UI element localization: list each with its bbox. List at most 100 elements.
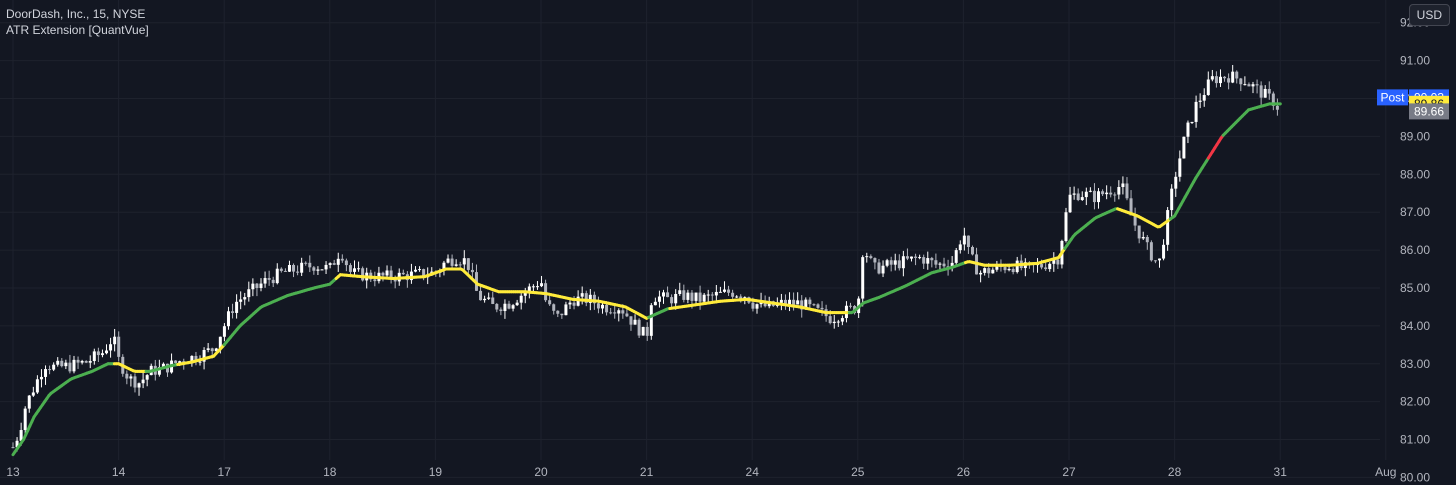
x-tick-label: 26 [957,465,971,479]
grid [0,0,1387,478]
candle-body [60,360,64,367]
candle-body [926,258,930,264]
candle-body [1247,84,1251,87]
x-tick-label: 13 [6,465,20,479]
candle-body [1076,193,1080,200]
candle-body [653,301,657,306]
candle-body [292,265,296,272]
candle-body [572,302,576,306]
currency-button[interactable]: USD [1408,4,1450,26]
candle-body [109,344,113,351]
candle-body [210,348,214,352]
candle-body [348,265,352,272]
candle-body [601,304,605,309]
indicator-title[interactable]: ATR Extension [QuantVue] [6,23,149,37]
candle-body [828,316,832,324]
candle-body [613,312,617,314]
candle-body [1015,260,1019,273]
y-tick-label: 83.00 [1400,357,1430,371]
candle-body [1007,268,1011,271]
candle-body [800,300,804,310]
candle-body [19,430,23,441]
candle-body [117,336,121,357]
candle-body [1271,93,1275,106]
x-tick-label: 18 [323,465,337,479]
candle-body [706,294,710,296]
candle-body [1137,225,1141,239]
candle-body [584,293,588,303]
candle-body [560,313,564,316]
candle-body [820,307,824,310]
candle-body [1105,192,1109,195]
post-tag-label: Post [1380,90,1405,104]
candle-body [727,289,731,293]
candle-body [682,290,686,300]
candle-body [214,348,218,352]
candle-body [1080,197,1084,200]
candle-body [141,379,145,384]
candle-body [641,326,645,336]
candle-body [954,250,958,263]
candle-body [568,302,572,305]
x-tick-label: Aug [1375,465,1396,479]
candle-body [446,258,450,263]
candle-body [129,376,133,379]
candle-body [324,264,328,270]
symbol-title[interactable]: DoorDash, Inc., 15, NYSE [6,7,146,21]
candle-body [1133,215,1137,226]
candle-body [637,319,641,336]
candle-body [235,301,239,313]
candle-body [922,257,926,264]
atr-extension-line [11,102,1282,457]
y-tick-label: 80.00 [1400,470,1430,484]
candle-body [702,294,706,302]
candle-body [548,300,552,305]
candle-body [739,296,743,299]
candle-body [633,319,637,325]
time-axis[interactable]: 13 14 17 18 19 20 21 24 25 26 27 28 31 Aug [6,465,1396,479]
candle-body [1275,105,1279,110]
candle-body [995,265,999,270]
candle-body [556,310,560,314]
candle-body [1084,191,1088,198]
candle-body [507,303,511,309]
candle-body [942,263,946,267]
candle-body [905,256,909,259]
candle-body [300,262,304,273]
candle-body [23,408,27,431]
candle-body [1223,76,1227,79]
y-tick-label: 88.00 [1400,167,1430,181]
candle-body [1202,95,1206,101]
candle-body [515,302,519,306]
candle-body [353,268,357,272]
candle-body [92,351,96,362]
candle-body [1218,76,1222,84]
candle-body [336,258,340,265]
candle-body [1011,268,1015,273]
candle-body [661,292,665,297]
candle-body [962,235,966,245]
candle-body [1056,259,1060,265]
candle-body [442,262,446,271]
candle-body [381,272,385,276]
candle-body [914,256,918,258]
candle-body [816,304,820,308]
candle-body [991,269,995,274]
candle-body [1255,84,1259,86]
candle-body [1157,258,1161,261]
candle-body [198,361,202,363]
candle-body [39,376,43,380]
candle-body [56,360,60,365]
candle-body [271,279,275,284]
candle-body [133,376,137,388]
candle-body [279,268,283,271]
candle-body [340,258,344,261]
candle-body [450,258,454,266]
candle-body [312,267,316,271]
candle-body [893,260,897,265]
x-tick-label: 17 [218,465,232,479]
candle-body [1243,84,1247,86]
candle-body [267,278,271,280]
